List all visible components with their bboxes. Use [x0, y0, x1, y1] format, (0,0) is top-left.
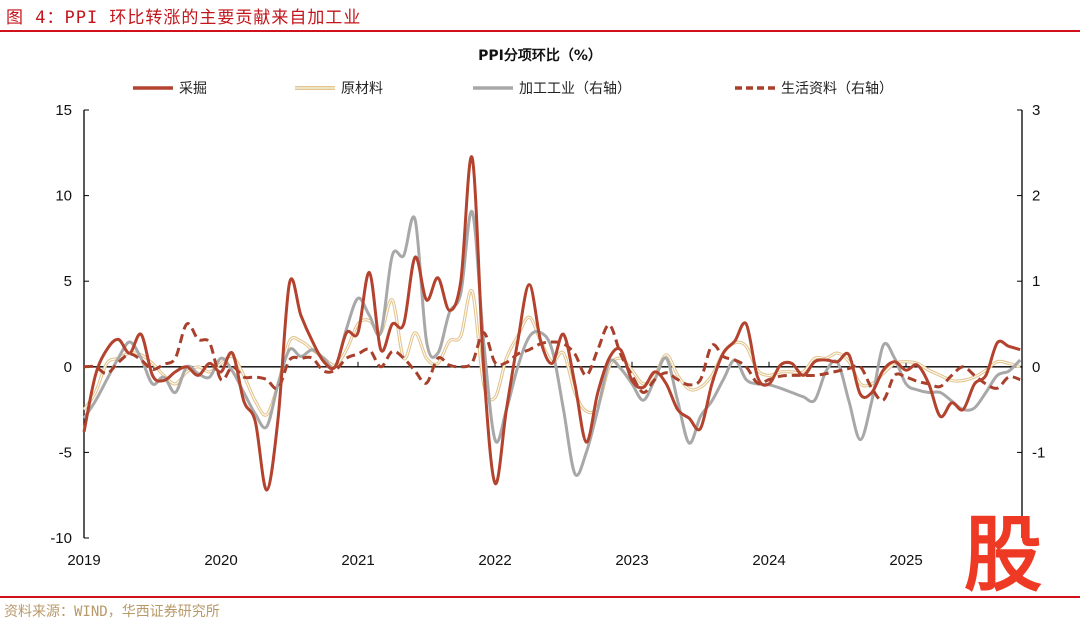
legend-label: 采掘 [179, 81, 207, 97]
source-divider [0, 596, 1080, 598]
x-tick-label: 2023 [615, 552, 648, 569]
right-tick-label: 1 [1032, 273, 1040, 290]
left-tick-label: 5 [64, 273, 72, 290]
series-1-line [82, 155, 1021, 492]
right-tick-label: 2 [1032, 188, 1040, 205]
left-tick-label: -10 [50, 530, 72, 547]
chart-title: PPI分项环比（%） [478, 47, 602, 64]
x-tick-label: 2022 [478, 552, 511, 569]
series-4-line [83, 322, 1021, 402]
left-tick-label: 0 [64, 359, 72, 376]
legend: 采掘 原材料 加工工业（右轴） 生活资料（右轴） [133, 81, 893, 97]
x-tick-label: 2021 [341, 552, 374, 569]
figure-title: 图 4：PPI 环比转涨的主要贡献来自加工业 [6, 8, 362, 28]
right-tick-label: 0 [1032, 359, 1040, 376]
right-tick-label: -1 [1032, 444, 1045, 461]
source-note: 资料来源：WIND，华西证券研究所 [4, 604, 220, 620]
watermark-logo: 股 [964, 508, 1042, 603]
legend-label: 生活资料（右轴） [781, 81, 893, 97]
title-divider [0, 30, 1080, 32]
legend-label: 原材料 [341, 81, 383, 97]
series-lines [82, 155, 1022, 492]
left-tick-label: 15 [55, 102, 72, 119]
left-tick-label: -5 [59, 444, 72, 461]
x-tick-label: 2020 [204, 552, 237, 569]
x-tick-label: 2024 [752, 552, 785, 569]
series-3-line [82, 210, 1022, 477]
left-tick-label: 10 [55, 188, 72, 205]
x-tick-label: 2019 [67, 552, 100, 569]
legend-label: 加工工业（右轴） [519, 81, 631, 97]
x-tick-label: 2025 [889, 552, 922, 569]
right-tick-label: 3 [1032, 102, 1040, 119]
